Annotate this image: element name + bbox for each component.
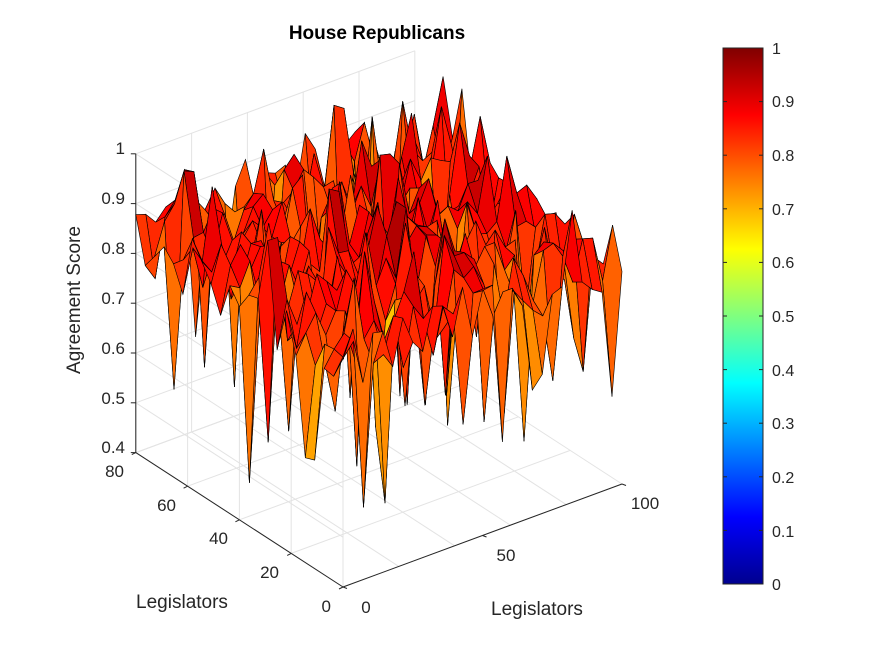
y-tick-label: 20 [260, 563, 279, 582]
x-tick-label: 50 [497, 546, 516, 565]
y-tick-mark [338, 586, 344, 590]
colorbar-tick-label: 0.6 [772, 255, 794, 272]
tick-marks [130, 153, 627, 590]
y-tick-label: 60 [157, 496, 176, 515]
surface-plot [135, 76, 623, 508]
z-tick-label: 0.6 [101, 339, 125, 358]
z-tick-label: 1 [116, 139, 125, 158]
floor-grid-line [239, 416, 519, 521]
floor-grid-line [187, 382, 467, 487]
wall-grid-line [135, 352, 344, 488]
floor-grid-line [291, 449, 571, 554]
y-tick-mark [183, 485, 188, 489]
z-axis-label: Agreement Score [64, 226, 85, 374]
y-axis-label: Legislators [136, 592, 228, 613]
x-tick-label: 100 [631, 494, 659, 513]
chart-title: House Republicans [289, 23, 465, 44]
colorbar-tick-label: 0.1 [772, 524, 794, 541]
z-tick-label: 0.4 [101, 438, 125, 457]
z-tick-label: 0.7 [101, 289, 125, 308]
z-tick-label: 0.8 [101, 239, 125, 258]
x-tick-label: 0 [361, 598, 370, 617]
y-tick-label: 80 [105, 462, 124, 481]
z-tick-label: 0.5 [101, 389, 125, 408]
wall-grid-line [135, 50, 415, 155]
y-tick-mark [286, 552, 292, 556]
colorbar-tick-label: 1 [772, 41, 781, 58]
y-tick-label: 40 [209, 529, 228, 548]
surface-patch [333, 328, 354, 377]
x-axis-label: Legislators [491, 599, 583, 620]
y-tick-mark [235, 519, 240, 523]
z-tick-label: 0.9 [101, 189, 125, 208]
colorbar-ticks [723, 47, 763, 585]
colorbar-tick-label: 0.9 [772, 94, 794, 111]
wall-grid-line [135, 402, 344, 538]
x-tick-mark [482, 535, 487, 538]
colorbar-tick-label: 0.5 [772, 309, 794, 326]
colorbar-tick-label: 0.7 [772, 202, 794, 219]
x-tick-mark [342, 586, 348, 589]
colorbar-tick-label: 0.8 [772, 148, 794, 165]
colorbar-tick-label: 0.4 [772, 363, 794, 380]
colorbar-tick-label: 0.3 [772, 416, 794, 433]
colorbar-tick-label: 0 [772, 577, 781, 594]
colorbar [722, 47, 764, 585]
x-tick-mark [621, 483, 627, 486]
colorbar-tick-label: 0.2 [772, 470, 794, 487]
y-tick-label: 0 [322, 597, 331, 616]
